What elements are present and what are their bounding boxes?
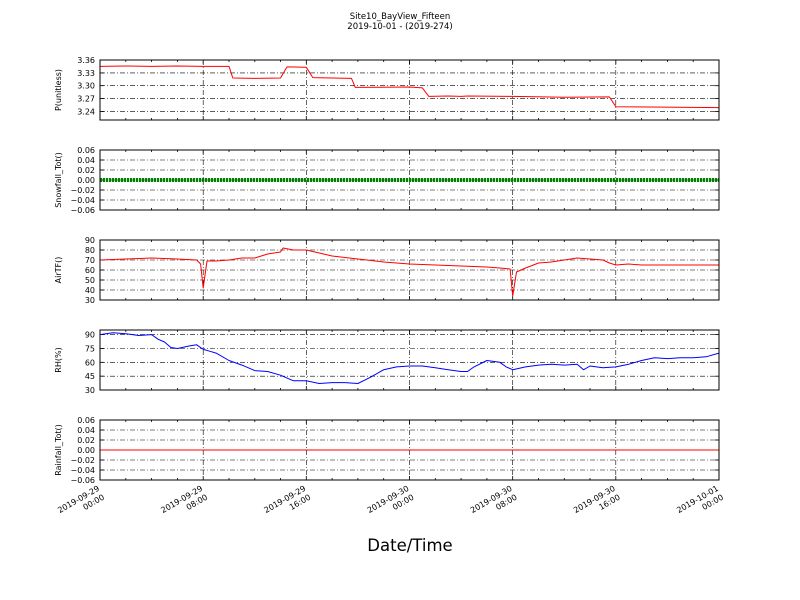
y-tick-label: 80 <box>85 246 95 255</box>
x-tick-label: 2019-09-3016:00 <box>572 484 622 524</box>
air-temp-y-axis-label: AirTF() <box>54 257 63 284</box>
y-tick-label: 70 <box>85 256 95 265</box>
y-tick-label: 45 <box>85 372 95 381</box>
subplot-stack: 3.363.333.303.273.24P(unitless)0.060.040… <box>54 56 720 485</box>
y-tick-label: 3.36 <box>77 56 95 65</box>
y-tick-label: 0.00 <box>77 446 95 455</box>
y-tick-label: 0.06 <box>77 146 95 155</box>
air-temp-axes-frame <box>99 239 720 301</box>
y-tick-label: 0.04 <box>77 156 95 165</box>
x-axis-label: Date/Time <box>367 536 452 555</box>
figure-subtitle: 2019-10-01 - (2019-274) <box>347 22 452 32</box>
y-tick-label: 60 <box>85 358 95 367</box>
x-tick-label: 2019-09-2916:00 <box>263 484 313 524</box>
y-tick-label: 0.02 <box>77 166 95 175</box>
y-tick-label: −0.06 <box>70 206 95 215</box>
y-tick-label: −0.02 <box>70 456 95 465</box>
rainfall-y-axis-label: Rainfall_Tot() <box>54 424 63 476</box>
y-tick-label: 0.02 <box>77 436 95 445</box>
pressure-subplot: 3.36 3.33 3.30 3.27 3.24 P(unitless) <box>54 56 720 121</box>
rainfall-subplot: 0.060.040.020.00−0.02−0.04−0.06 Rainfall_… <box>54 416 720 485</box>
y-tick-label: 3.24 <box>77 107 95 116</box>
figure-title: Site10_BayView_Fifteen <box>350 12 451 22</box>
y-tick-label: 0.04 <box>77 426 95 435</box>
y-tick-label: 0.06 <box>77 416 95 425</box>
y-tick-label: 3.27 <box>77 95 95 104</box>
y-tick-label: −0.02 <box>70 186 95 195</box>
x-tick-label: 2019-09-3008:00 <box>469 484 519 524</box>
x-tick-label: 2019-09-3000:00 <box>366 484 416 524</box>
x-tick-labels: 2019-09-2900:00 2019-09-2908:00 2019-09-29… <box>56 484 725 524</box>
rel-humidity-subplot: 90 75 60 45 30 RH(%) <box>54 329 720 395</box>
x-tick-label: 2019-09-2908:00 <box>159 484 209 524</box>
rel-humidity-series-line <box>99 332 720 384</box>
y-tick-label: −0.04 <box>70 196 95 205</box>
y-tick-label: 40 <box>85 286 95 295</box>
air-temp-series-line <box>99 247 719 297</box>
pressure-axes-frame <box>99 59 720 121</box>
rainfall-axes-frame <box>99 419 720 481</box>
y-tick-label: 30 <box>85 296 95 305</box>
pressure-series-line <box>99 65 720 109</box>
y-tick-label: 3.30 <box>77 82 95 91</box>
y-tick-label: 50 <box>85 276 95 285</box>
y-tick-label: −0.06 <box>70 476 95 485</box>
y-tick-label: 0.00 <box>77 176 95 185</box>
y-tick-label: 60 <box>85 266 95 275</box>
x-tick-label: 2019-10-0100:00 <box>675 484 725 524</box>
x-tick-label: 2019-09-2900:00 <box>56 484 106 524</box>
snowfall-subplot: 0.060.040.020.00−0.02−0.04−0.06 Snowfall_… <box>54 146 720 215</box>
snowfall-y-axis-label: Snowfall_Tot() <box>54 152 63 208</box>
y-tick-label: 90 <box>85 236 95 245</box>
rel-humidity-y-axis-label: RH(%) <box>54 347 63 372</box>
pressure-y-axis-label: P(unitless) <box>54 69 63 111</box>
snowfall-axes-frame <box>99 149 720 211</box>
y-tick-label: 30 <box>85 386 95 395</box>
y-tick-label: −0.04 <box>70 466 95 475</box>
y-tick-label: 90 <box>85 331 95 340</box>
y-tick-label: 3.33 <box>77 69 95 78</box>
y-tick-label: 75 <box>85 345 95 354</box>
rel-humidity-axes-frame <box>99 329 720 391</box>
